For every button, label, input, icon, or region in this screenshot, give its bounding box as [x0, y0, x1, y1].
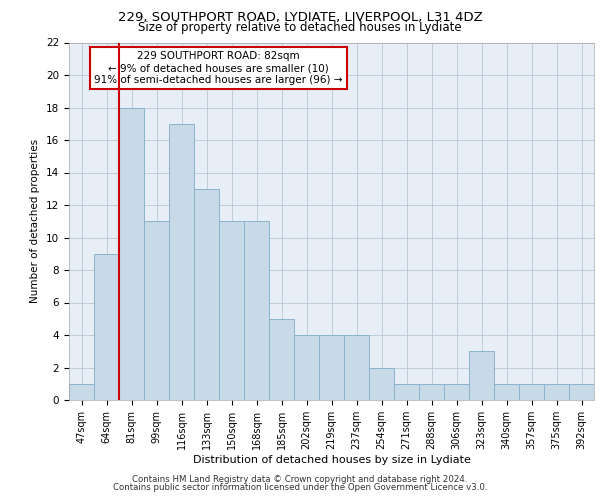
Bar: [494, 384, 519, 400]
Bar: [369, 368, 394, 400]
Bar: [69, 384, 94, 400]
Text: 229 SOUTHPORT ROAD: 82sqm
← 9% of detached houses are smaller (10)
91% of semi-d: 229 SOUTHPORT ROAD: 82sqm ← 9% of detach…: [94, 52, 343, 84]
Bar: [519, 384, 544, 400]
X-axis label: Distribution of detached houses by size in Lydiate: Distribution of detached houses by size …: [193, 454, 470, 464]
Text: Contains public sector information licensed under the Open Government Licence v3: Contains public sector information licen…: [113, 484, 487, 492]
Bar: [394, 384, 419, 400]
Text: 229, SOUTHPORT ROAD, LYDIATE, LIVERPOOL, L31 4DZ: 229, SOUTHPORT ROAD, LYDIATE, LIVERPOOL,…: [118, 12, 482, 24]
Bar: [119, 108, 144, 400]
Bar: [194, 188, 219, 400]
Bar: [144, 221, 169, 400]
Bar: [444, 384, 469, 400]
Bar: [319, 335, 344, 400]
Bar: [544, 384, 569, 400]
Text: Contains HM Land Registry data © Crown copyright and database right 2024.: Contains HM Land Registry data © Crown c…: [132, 475, 468, 484]
Bar: [244, 221, 269, 400]
Bar: [94, 254, 119, 400]
Bar: [294, 335, 319, 400]
Y-axis label: Number of detached properties: Number of detached properties: [31, 139, 40, 304]
Bar: [169, 124, 194, 400]
Bar: [419, 384, 444, 400]
Bar: [219, 221, 244, 400]
Bar: [269, 319, 294, 400]
Bar: [469, 351, 494, 400]
Text: Size of property relative to detached houses in Lydiate: Size of property relative to detached ho…: [138, 22, 462, 35]
Bar: [569, 384, 594, 400]
Bar: [344, 335, 369, 400]
